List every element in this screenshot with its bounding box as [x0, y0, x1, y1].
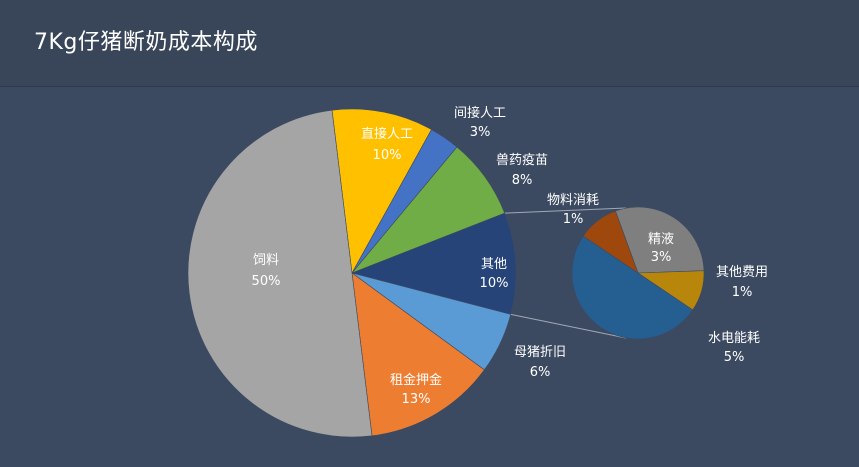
main-slice-name-5: 母猪折旧	[514, 345, 566, 360]
main-slice-name-6: 租金押金	[390, 372, 442, 388]
main-slice-percent-1: 10%	[373, 148, 402, 163]
connector-line-bottom	[510, 313, 627, 339]
main-slice-percent-4: 10%	[480, 276, 509, 291]
main-slice-4	[351, 212, 517, 315]
chart-title: 7Kg仔猪断奶成本构成	[34, 30, 258, 55]
secondary-slice-percent-1: 3%	[651, 250, 672, 265]
main-slice-name-2: 间接人工	[454, 105, 506, 121]
main-slice-1	[331, 108, 432, 274]
main-slice-percent-5: 6%	[530, 365, 551, 380]
secondary-slice-4	[582, 210, 639, 274]
main-slice-percent-6: 13%	[402, 392, 431, 407]
secondary-slice-name-4: 物料消耗	[547, 193, 599, 208]
secondary-slice-percent-2: 1%	[732, 285, 753, 300]
main-slice-name-1: 直接人工	[361, 126, 413, 142]
secondary-slice-percent-3: 5%	[724, 350, 745, 365]
main-slice-name-7: 饲料	[253, 253, 279, 268]
secondary-slice-name-2: 其他费用	[716, 265, 768, 280]
main-slice-percent-3: 8%	[512, 173, 533, 188]
secondary-slice-name-1: 精液	[648, 232, 674, 247]
secondary-slice-name-3: 水电能耗	[708, 331, 760, 346]
main-slice-name-3: 兽药疫苗	[496, 152, 548, 168]
secondary-slice-percent-4: 1%	[563, 212, 584, 227]
main-slice-percent-2: 3%	[470, 125, 491, 140]
secondary-slice-3	[571, 235, 694, 340]
header-bar: 7Kg仔猪断奶成本构成	[0, 0, 859, 87]
main-slice-7	[187, 109, 373, 438]
secondary-slice-1	[615, 206, 705, 274]
main-slice-name-4: 其他	[481, 257, 507, 272]
main-slice-6	[351, 272, 485, 437]
main-slice-percent-7: 50%	[252, 274, 281, 289]
connector-line-top	[504, 207, 627, 214]
